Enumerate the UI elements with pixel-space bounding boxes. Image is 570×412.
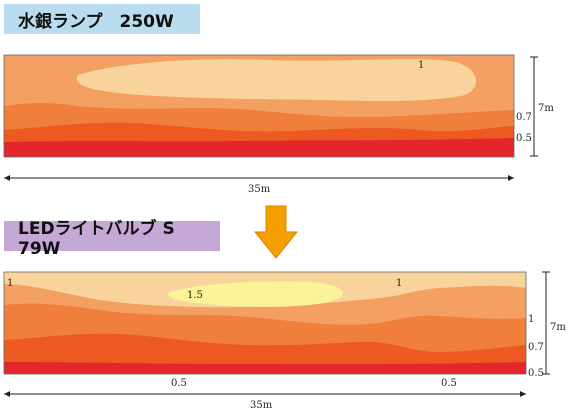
bottom-contour-label-mid-1: 1	[528, 314, 534, 325]
top-panel-title-text: 水銀ランプ 250W	[18, 11, 174, 32]
bottom-height-label: 7m	[550, 322, 566, 333]
bottom-width-label: 35m	[250, 400, 273, 411]
bottom-height-dimension	[542, 271, 550, 375]
top-height-dimension	[530, 56, 538, 157]
top-map-frame	[3, 54, 515, 158]
bottom-panel-title-text: LEDライトバルブ S 79W	[18, 218, 192, 259]
top-width-dimension	[4, 175, 514, 181]
bottom-contour-label-right-1: 1	[396, 278, 402, 289]
bottom-contour-label-left-05: 0.5	[171, 378, 187, 389]
top-contour-label-05: 0.5	[516, 133, 532, 144]
top-band-1	[76, 59, 477, 101]
top-width-label: 35m	[248, 184, 271, 195]
bottom-contour-label-left-1: 1	[7, 278, 13, 289]
bottom-map-frame	[3, 271, 527, 375]
bottom-width-dimension	[4, 391, 526, 397]
bottom-contour-map	[3, 271, 527, 375]
bottom-contour-label-right-05: 0.5	[441, 378, 457, 389]
top-panel-title: 水銀ランプ 250W	[4, 4, 200, 34]
bottom-contour-label-15: 1.5	[187, 290, 203, 301]
top-height-label: 7m	[538, 103, 554, 114]
bottom-panel-title: LEDライトバルブ S 79W	[4, 219, 220, 259]
top-contour-label-07: 0.7	[516, 112, 532, 123]
bottom-band-05	[4, 362, 526, 374]
top-contour-map	[3, 54, 515, 158]
down-arrow-icon	[253, 205, 299, 259]
top-contour-label-1: 1	[418, 60, 424, 71]
bottom-contour-label-07: 0.7	[528, 342, 544, 353]
top-band-05	[4, 138, 514, 157]
bottom-band-15	[168, 281, 343, 307]
bottom-contour-label-05: 0.5	[528, 368, 544, 379]
